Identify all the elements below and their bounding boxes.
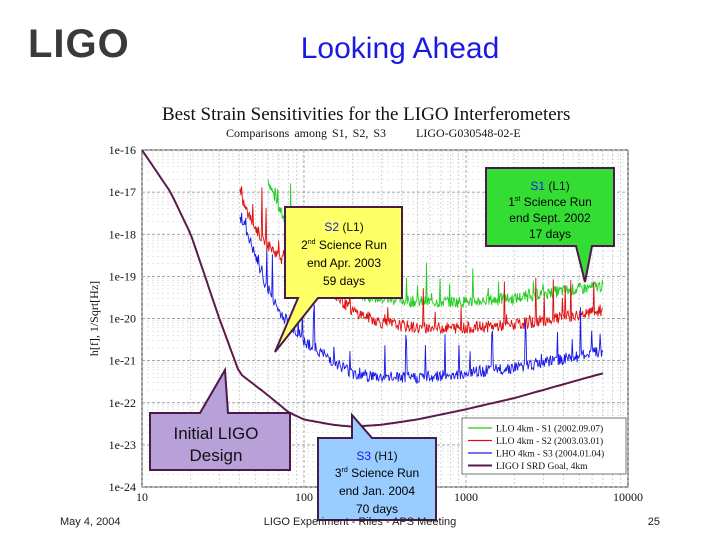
chart-subtitle: Comparisons among S1, S2, S3 LIGO-G03054… — [226, 126, 521, 141]
y-tick-label: 1e-23 — [109, 438, 136, 452]
footer-page: 25 — [647, 516, 660, 528]
s1-run: Science Run — [524, 195, 592, 209]
y-axis-label: h[f], 1/Sqrt[Hz] — [87, 281, 101, 356]
legend-entry: LLO 4km - S1 (2002.09.07) — [496, 424, 603, 435]
legend-entry: LHO 4km - S3 (2004.01.04) — [496, 449, 604, 460]
s3-ordinal: 3 — [335, 466, 342, 480]
chart-doc-id: LIGO-G030548-02-E — [416, 126, 521, 140]
s3-heading: S3 (H1) — [356, 449, 397, 463]
x-tick-label: 10 — [136, 490, 148, 504]
y-tick-label: 1e-18 — [109, 227, 136, 241]
s3-name: S3 — [356, 449, 371, 463]
callout-s3: S3 (H1) 3rd Science Run end Jan. 2004 70… — [317, 412, 437, 521]
s3-ifo: (H1) — [374, 449, 397, 463]
s2-line2: end Apr. 2003 — [307, 256, 381, 270]
y-tick-label: 1e-22 — [109, 396, 136, 410]
series-line — [141, 149, 604, 428]
s2-heading: S2 (L1) — [324, 220, 363, 234]
y-tick-label: 1e-21 — [109, 354, 136, 368]
y-tick-label: 1e-20 — [109, 312, 136, 326]
y-tick-label: 1e-19 — [109, 269, 136, 283]
x-tick-label: 1000 — [454, 490, 478, 504]
s2-line1: 2nd Science Run — [301, 238, 387, 252]
s1-ordinal: 1 — [508, 195, 515, 209]
s1-line1: 1st Science Run — [508, 195, 592, 209]
y-tick-label: 1e-17 — [109, 185, 136, 199]
ligo-logo: LIGO — [28, 22, 130, 66]
s2-ifo: (L1) — [342, 220, 363, 234]
s3-ordinal-suffix: rd — [342, 467, 348, 474]
design-line2: Design — [190, 446, 243, 465]
chart-title: Best Strain Sensitivities for the LIGO I… — [162, 104, 571, 125]
footer-center: LIGO Experiment - Riles - APS Meeting — [263, 516, 457, 528]
s1-line2: end Sept. 2002 — [509, 211, 591, 225]
slide-title: Looking Ahead — [300, 32, 500, 65]
callout-design: Initial LIGO Design — [149, 366, 291, 471]
s1-ordinal-suffix: st — [515, 196, 521, 203]
legend-entry: LIGO I SRD Goal, 4km — [496, 462, 588, 472]
s3-line1: 3rd Science Run — [335, 466, 419, 480]
legend-layer: LLO 4km - S1 (2002.09.07)LLO 4km - S2 (2… — [461, 417, 627, 475]
design-line1: Initial LIGO — [173, 424, 258, 443]
y-tick-label: 1e-16 — [109, 143, 136, 157]
s2-name: S2 — [324, 220, 339, 234]
chart-subtitle-text: Comparisons among S1, S2, S3 — [226, 126, 387, 140]
x-tick-label: 10000 — [613, 490, 643, 504]
footer-date: May 4, 2004 — [60, 516, 121, 528]
callout-s1: S1 (L1) 1st Science Run end Sept. 2002 1… — [485, 167, 615, 283]
legend-entry: LLO 4km - S2 (2003.03.01) — [496, 436, 603, 447]
axis-layer: 10 100 1000 10000 1e-16 1e-17 1e-18 1e-19 1e-20 1… — [87, 143, 643, 504]
s1-name: S1 — [530, 179, 545, 193]
s2-line3: 59 days — [323, 274, 365, 288]
x-tick-label: 100 — [295, 490, 313, 504]
s1-ifo: (L1) — [548, 179, 569, 193]
callout-s2: S2 (L1) 2nd Science Run end Apr. 2003 59… — [274, 206, 403, 353]
s2-ordinal-suffix: nd — [308, 239, 316, 246]
s2-ordinal: 2 — [301, 238, 308, 252]
s3-line2: end Jan. 2004 — [339, 484, 415, 498]
y-tick-label: 1e-24 — [109, 480, 136, 494]
s1-line3: 17 days — [529, 227, 571, 241]
s3-run: Science Run — [351, 466, 419, 480]
s3-line3: 70 days — [356, 502, 398, 516]
s1-heading: S1 (L1) — [530, 179, 569, 193]
series-line — [239, 212, 604, 385]
s2-run: Science Run — [319, 238, 387, 252]
